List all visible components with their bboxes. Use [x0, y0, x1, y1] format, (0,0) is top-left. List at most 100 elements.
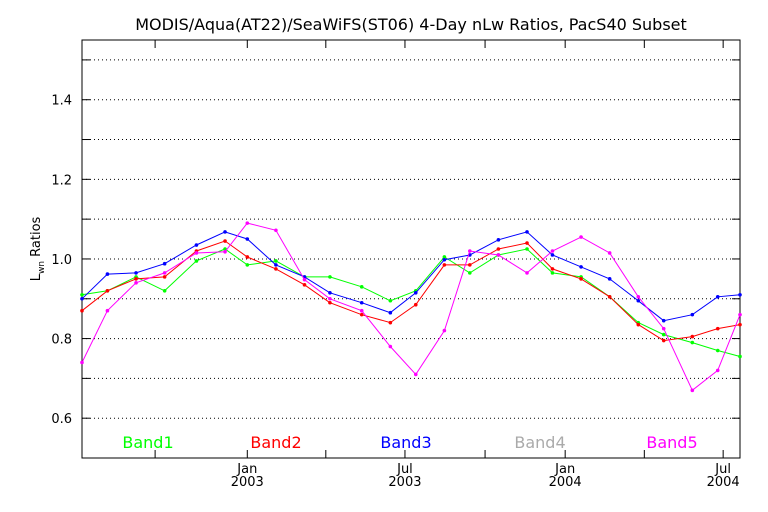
- legend: Band1 Band2 Band3 Band4 Band5: [122, 433, 697, 452]
- chart-title: MODIS/Aqua(AT22)/SeaWiFS(ST06) 4-Day nLw…: [135, 15, 687, 34]
- data-point: [302, 283, 307, 287]
- data-point: [274, 259, 278, 263]
- data-point: [328, 296, 332, 301]
- data-point: [328, 275, 332, 279]
- data-point: [359, 312, 364, 317]
- data-point: [328, 300, 332, 305]
- data-point: [194, 251, 199, 255]
- y-axis: 0.6 0.8 1.0 1.2 1.4: [51, 59, 740, 427]
- series-line: [81, 240, 741, 342]
- data-point: [525, 241, 529, 245]
- data-point: [274, 263, 278, 267]
- data-point: [134, 277, 138, 281]
- data-point: [661, 318, 666, 323]
- data-point: [442, 263, 447, 267]
- data-point: [579, 277, 583, 281]
- data-point: [413, 290, 418, 295]
- data-point: [690, 388, 695, 393]
- data-point: [194, 243, 199, 247]
- data-point: [105, 289, 110, 293]
- data-point: [738, 292, 742, 297]
- series-band5: [80, 221, 742, 393]
- data-point: [388, 344, 393, 349]
- data-point: [105, 272, 110, 276]
- x-tick-label: Jan: [554, 462, 575, 477]
- data-point: [388, 298, 393, 303]
- data-point: [442, 328, 447, 333]
- data-point: [388, 320, 393, 325]
- data-point: [468, 271, 472, 275]
- data-point: [690, 340, 695, 345]
- y-axis-label-rest: Ratios: [29, 216, 44, 261]
- x-tick-label-year: 2003: [388, 475, 421, 490]
- data-point: [636, 322, 641, 327]
- data-point: [738, 354, 742, 359]
- legend-item-band2: Band2: [250, 433, 301, 452]
- data-point: [245, 237, 250, 241]
- series-band3: [80, 230, 742, 323]
- data-point: [245, 263, 250, 267]
- data-point: [468, 249, 472, 253]
- data-point: [715, 348, 720, 353]
- data-point: [413, 372, 418, 377]
- y-tick-label: 1.2: [51, 173, 72, 188]
- data-point: [468, 263, 472, 267]
- x-tick-label: Jul: [396, 462, 413, 477]
- data-point: [550, 271, 555, 275]
- data-point: [162, 261, 167, 266]
- data-point: [162, 289, 167, 293]
- data-point: [715, 294, 720, 299]
- data-point: [359, 308, 364, 313]
- series-band2: [80, 239, 742, 343]
- data-point: [690, 334, 695, 339]
- data-point: [496, 247, 501, 251]
- x-tick-label-year: 2004: [549, 475, 582, 490]
- data-point: [715, 368, 720, 373]
- data-point: [738, 312, 742, 317]
- data-point: [80, 308, 84, 313]
- y-axis-label: Lwn Ratios: [29, 216, 47, 281]
- data-point: [223, 239, 227, 243]
- series-group: [80, 221, 742, 393]
- gridlines: [82, 59, 740, 419]
- data-point: [105, 308, 110, 313]
- x-tick-label: Jul: [714, 462, 731, 477]
- data-point: [194, 259, 199, 263]
- data-point: [607, 251, 612, 255]
- data-point: [274, 228, 278, 233]
- x-tick-label-year: 2003: [231, 475, 264, 490]
- data-point: [388, 310, 393, 315]
- plot-frame: [81, 39, 741, 459]
- x-tick-label: Jan: [236, 462, 257, 477]
- data-point: [245, 221, 250, 225]
- data-point: [223, 249, 227, 254]
- data-point: [607, 294, 612, 299]
- data-point: [661, 332, 666, 337]
- y-tick-label: 0.8: [51, 333, 72, 348]
- data-point: [442, 255, 447, 259]
- y-tick-label: 1.4: [51, 94, 72, 109]
- data-point: [274, 267, 278, 271]
- data-point: [223, 230, 227, 234]
- data-point: [496, 238, 501, 242]
- data-point: [442, 257, 447, 262]
- data-point: [245, 255, 250, 259]
- data-point: [550, 267, 555, 271]
- data-point: [162, 275, 167, 279]
- legend-item-band5: Band5: [646, 433, 697, 452]
- data-point: [715, 326, 720, 331]
- y-tick-label: 1.0: [51, 253, 72, 268]
- data-point: [328, 290, 332, 295]
- data-point: [80, 296, 84, 301]
- data-point: [359, 300, 364, 305]
- data-point: [525, 247, 529, 251]
- legend-item-band4: Band4: [514, 433, 565, 452]
- data-point: [636, 298, 641, 303]
- data-point: [550, 249, 555, 253]
- y-tick-label: 0.6: [51, 412, 72, 427]
- data-point: [738, 322, 742, 327]
- data-point: [134, 271, 138, 275]
- data-point: [525, 230, 529, 234]
